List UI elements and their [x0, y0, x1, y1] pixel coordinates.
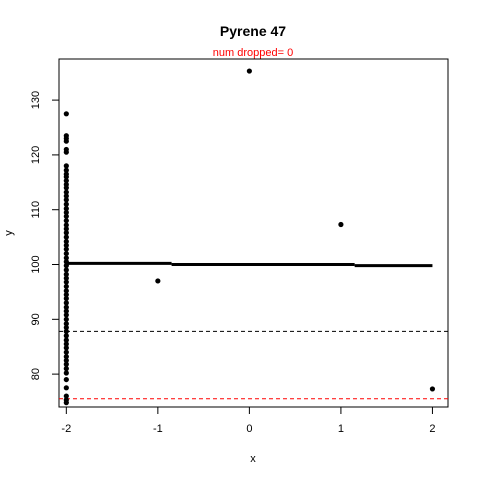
- plot-frame: [58, 58, 449, 408]
- data-point: [63, 263, 69, 269]
- y-axis: 80 90 100 110 120 130: [30, 91, 60, 380]
- x-tick-label: -1: [153, 423, 163, 435]
- data-point: [63, 242, 69, 248]
- data-point: [63, 167, 69, 173]
- data-point: [63, 304, 69, 310]
- data-point: [63, 292, 69, 298]
- x-tick-label: -2: [61, 423, 71, 435]
- data-point: [63, 275, 69, 281]
- data-point: [63, 197, 69, 203]
- data-point: [63, 149, 69, 155]
- data-point: [63, 370, 69, 376]
- data-point: [155, 278, 161, 284]
- data-point: [63, 333, 69, 339]
- data-point: [63, 226, 69, 232]
- y-tick-label: 120: [30, 146, 42, 164]
- x-tick-label: 0: [246, 423, 252, 435]
- data-point: [63, 366, 69, 372]
- data-point: [63, 385, 69, 391]
- y-tick-label: 110: [30, 201, 42, 219]
- data-point: [63, 267, 69, 273]
- data-point: [63, 250, 69, 257]
- data-point: [338, 221, 344, 228]
- data-point: [63, 345, 69, 351]
- data-points: [63, 68, 436, 406]
- data-point: [63, 138, 69, 144]
- chart-title: Pyrene 47: [220, 23, 286, 39]
- data-point: [63, 376, 69, 383]
- data-point: [63, 353, 69, 360]
- data-point: [63, 230, 69, 236]
- data-point: [63, 341, 69, 347]
- data-point: [63, 400, 69, 406]
- x-axis-label: x: [250, 453, 256, 465]
- data-point: [63, 246, 69, 252]
- data-point: [63, 238, 69, 245]
- y-tick-label: 130: [30, 91, 42, 109]
- data-point: [63, 111, 69, 117]
- data-point: [63, 283, 69, 290]
- data-point: [63, 393, 69, 399]
- y-axis-label: y: [3, 230, 15, 236]
- data-point: [63, 185, 69, 191]
- y-tick-label: 90: [30, 313, 42, 325]
- data-point: [63, 189, 69, 195]
- data-point: [63, 234, 69, 240]
- fit-line: [66, 261, 433, 268]
- data-point: [63, 295, 69, 302]
- data-point: [63, 324, 69, 331]
- data-point: [63, 328, 69, 334]
- x-tick-label: 2: [429, 423, 435, 435]
- data-point: [63, 255, 69, 261]
- reference-lines: [59, 330, 448, 400]
- data-point: [63, 218, 69, 224]
- y-tick-label: 80: [30, 368, 42, 380]
- data-point: [63, 279, 69, 285]
- data-point: [246, 68, 252, 74]
- data-point: [63, 174, 69, 180]
- data-point: [429, 386, 436, 392]
- data-point: [63, 193, 69, 199]
- data-point: [63, 288, 69, 294]
- y-tick-label: 100: [30, 255, 42, 273]
- data-point: [63, 213, 69, 219]
- data-point: [63, 271, 69, 277]
- data-point: [63, 361, 69, 367]
- data-point: [63, 357, 69, 364]
- data-point: [63, 316, 69, 322]
- data-point: [63, 349, 69, 355]
- data-point: [63, 300, 69, 306]
- data-point: [63, 337, 69, 343]
- x-tick-label: 1: [338, 423, 344, 435]
- data-point: [63, 178, 69, 184]
- data-point: [63, 222, 69, 228]
- data-point: [63, 312, 69, 318]
- data-point: [63, 209, 69, 216]
- data-point: [63, 206, 69, 212]
- x-axis: -2 -1 0 1 2: [61, 406, 436, 435]
- data-point: [63, 259, 69, 265]
- data-point: [63, 201, 69, 207]
- data-point: [63, 163, 69, 169]
- data-point: [63, 321, 69, 327]
- chart-subtitle: num dropped= 0: [213, 47, 293, 59]
- data-point: [63, 308, 69, 314]
